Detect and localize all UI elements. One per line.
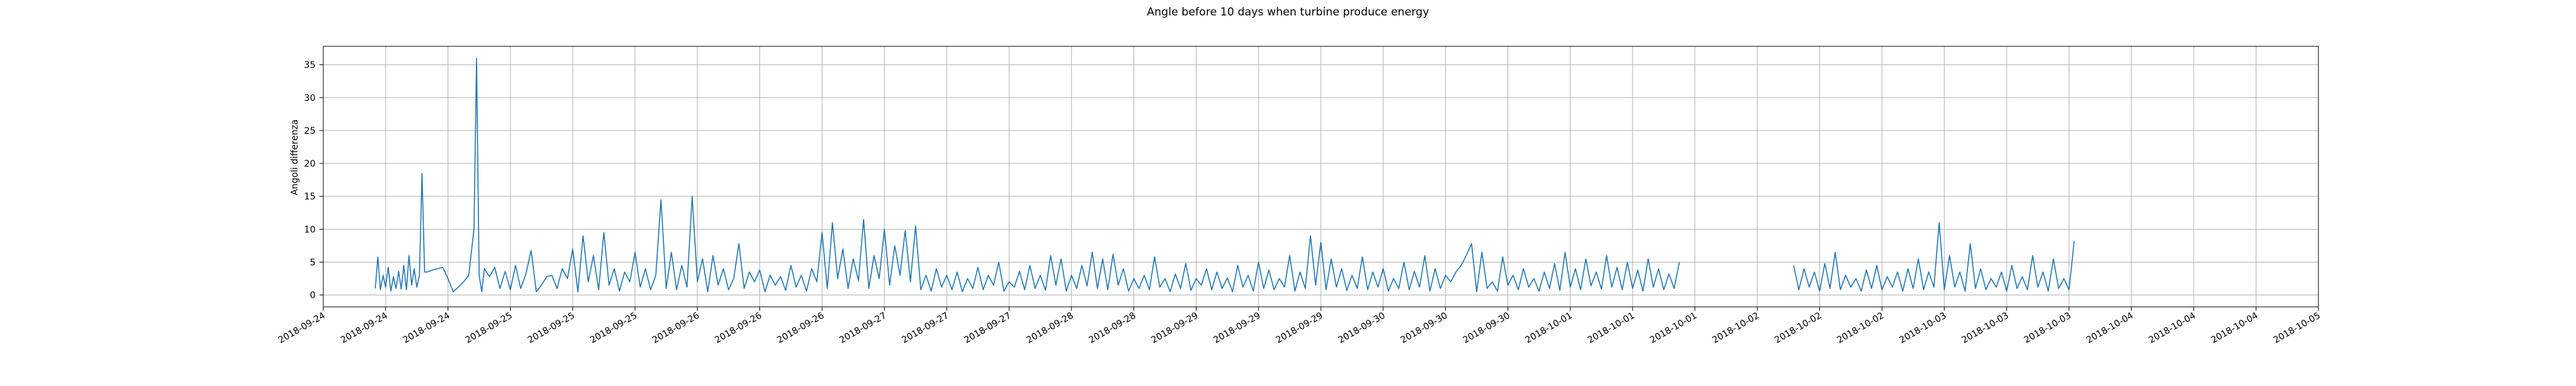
y-tick-label: 15 bbox=[304, 192, 316, 202]
x-tick-label: 2018-09-29 bbox=[1150, 311, 1200, 346]
series-layer bbox=[374, 57, 2075, 293]
x-tick-label: 2018-09-26 bbox=[775, 311, 826, 346]
chart-title: Angle before 10 days when turbine produc… bbox=[1147, 6, 1429, 19]
x-tick-label: 2018-10-03 bbox=[1960, 311, 2010, 346]
y-tick-label: 20 bbox=[304, 159, 316, 169]
x-tick-label: 2018-09-29 bbox=[1274, 311, 1325, 346]
x-tick-label: 2018-10-01 bbox=[1524, 311, 1574, 346]
x-tick-label: 2018-09-25 bbox=[589, 311, 639, 346]
x-tick-label: 2018-09-30 bbox=[1399, 311, 1449, 346]
y-tick-label: 5 bbox=[310, 257, 316, 268]
x-tick-label: 2018-10-05 bbox=[2272, 311, 2322, 346]
x-tick-label: 2018-09-24 bbox=[401, 311, 452, 346]
x-tick-label: 2018-09-27 bbox=[962, 311, 1012, 346]
x-tick-label: 2018-09-28 bbox=[1087, 311, 1137, 346]
x-tick-label: 2018-09-26 bbox=[713, 311, 764, 346]
y-axis-ticks: 0 5 10 15 20 25 30 35 bbox=[304, 60, 323, 301]
x-tick-label: 2018-10-04 bbox=[2147, 311, 2198, 346]
x-tick-label: 2018-09-29 bbox=[1212, 311, 1262, 346]
x-tick-label: 2018-09-25 bbox=[526, 311, 576, 346]
x-tick-label: 2018-09-30 bbox=[1336, 311, 1387, 346]
series-line bbox=[374, 57, 1680, 293]
x-tick-label: 2018-09-27 bbox=[900, 311, 951, 346]
x-tick-label: 2018-09-25 bbox=[464, 311, 514, 346]
x-axis-ticks: 2018-09-24 2018-09-24 2018-09-24 2018-09-25… bbox=[277, 307, 2322, 345]
x-tick-label: 2018-10-03 bbox=[1898, 311, 1948, 346]
x-tick-label: 2018-10-04 bbox=[2210, 311, 2260, 346]
x-tick-label: 2018-09-28 bbox=[1025, 311, 1075, 346]
x-tick-label: 2018-10-02 bbox=[1773, 311, 1823, 346]
x-tick-label: 2018-10-01 bbox=[1648, 311, 1698, 346]
x-tick-label: 2018-09-27 bbox=[838, 311, 888, 346]
y-tick-label: 25 bbox=[304, 126, 316, 136]
grid-lines bbox=[323, 46, 2319, 307]
x-tick-label: 2018-10-03 bbox=[2022, 311, 2072, 346]
x-tick-label: 2018-09-24 bbox=[339, 311, 390, 346]
series-line bbox=[1793, 222, 2075, 292]
y-tick-label: 0 bbox=[310, 291, 316, 301]
x-tick-label: 2018-09-24 bbox=[277, 311, 328, 346]
y-tick-label: 30 bbox=[304, 93, 316, 104]
y-tick-label: 35 bbox=[304, 60, 316, 71]
y-tick-label: 10 bbox=[304, 225, 316, 235]
x-tick-label: 2018-10-01 bbox=[1586, 311, 1636, 346]
x-tick-label: 2018-10-04 bbox=[2085, 311, 2136, 346]
x-tick-label: 2018-09-26 bbox=[650, 311, 701, 346]
y-axis-title: Angoli differenza bbox=[290, 119, 300, 195]
x-tick-label: 2018-10-02 bbox=[1710, 311, 1761, 346]
x-tick-label: 2018-09-30 bbox=[1461, 311, 1511, 346]
x-tick-label: 2018-10-02 bbox=[1835, 311, 1886, 346]
